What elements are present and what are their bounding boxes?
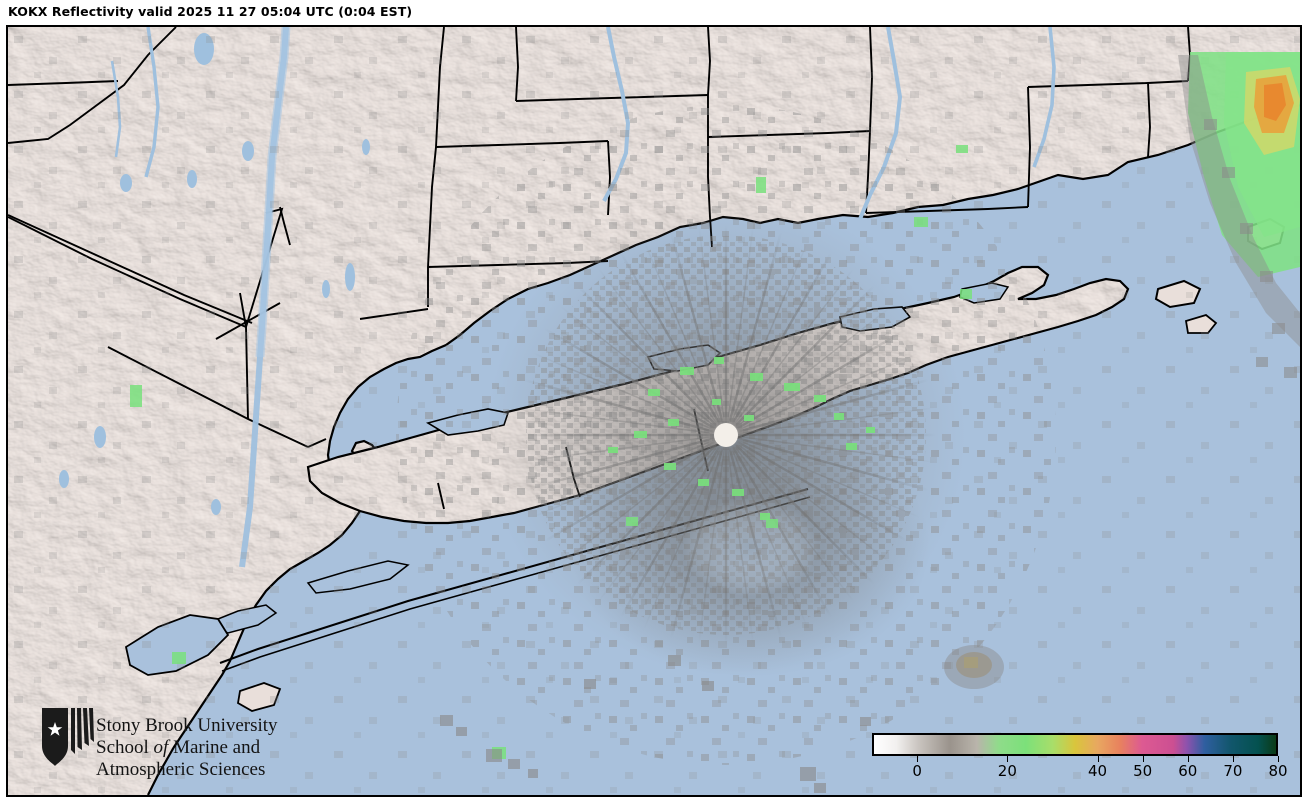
figure-gutter-left	[0, 25, 6, 797]
colorbar-label-60: 60	[1178, 762, 1198, 780]
reflectivity-colorbar: 0 20 40 50 60 70 80	[872, 733, 1288, 785]
colorbar-tick-40	[1097, 756, 1099, 762]
colorbar-tick-20	[1007, 756, 1009, 762]
northeast-precip-shield	[1178, 52, 1300, 378]
title-bar: KOKX Reflectivity valid 2025 11 27 05:04…	[0, 0, 1316, 25]
offshore-cell	[944, 645, 1004, 689]
radar-map-frame[interactable]	[6, 25, 1302, 797]
figure-gutter-right	[1302, 0, 1316, 811]
colorbar-tick-0	[917, 756, 919, 762]
colorbar-tick-50	[1142, 756, 1144, 762]
figure-gutter-bottom	[0, 797, 1316, 811]
colorbar-gradient	[874, 735, 1276, 754]
colorbar-label-20: 20	[997, 762, 1017, 780]
colorbar-label-50: 50	[1133, 762, 1153, 780]
colorbar-gradient-box	[872, 733, 1278, 756]
colorbar-label-70: 70	[1223, 762, 1243, 780]
colorbar-label-80: 80	[1268, 762, 1288, 780]
green-echoes-near-radar	[608, 357, 875, 520]
green-echoes-distant	[130, 145, 972, 759]
radar-map-canvas[interactable]	[8, 27, 1300, 795]
colorbar-label-0: 0	[912, 762, 922, 780]
colorbar-tick-70	[1232, 756, 1234, 762]
radar-echo-layer	[8, 27, 1300, 795]
clutter-south-lobe	[570, 417, 930, 677]
page-title: KOKX Reflectivity valid 2025 11 27 05:04…	[8, 4, 413, 19]
radar-site-cone-of-silence	[714, 423, 738, 447]
scattered-south-echoes	[440, 655, 871, 793]
colorbar-tick-80	[1278, 756, 1279, 762]
colorbar-tick-60	[1187, 756, 1189, 762]
colorbar-label-40: 40	[1088, 762, 1108, 780]
